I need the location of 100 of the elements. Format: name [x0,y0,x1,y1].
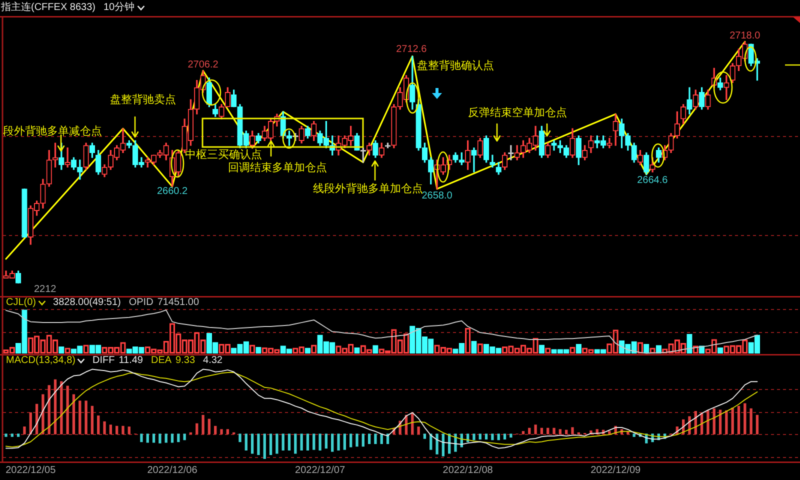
bar [78,400,82,434]
text: 11.49 [118,355,143,366]
bar [331,434,334,452]
candlestick [724,75,730,100]
bar [306,434,310,451]
annotation: 回调结束多单加仓点 [228,160,327,174]
bar [503,434,506,440]
bar [294,434,297,454]
bar [122,426,124,434]
chart-title: CJL(0) [6,297,38,309]
bar [491,434,494,440]
series-label: OPID [128,297,154,308]
bar [282,434,284,451]
bar [208,418,211,434]
bar [312,434,316,450]
bar [442,434,445,456]
text: 71451.00 [157,297,200,308]
x-tick-label: 2022/12/07 [295,464,346,476]
bar [478,434,482,440]
bar [356,434,358,447]
bar [744,403,746,434]
bar [343,434,346,450]
candlestick [471,148,477,172]
annotation: 2706.2 [188,59,219,70]
bar [471,340,477,354]
bar [202,414,204,434]
annotation: 2712.6 [396,44,428,55]
bar [712,408,716,434]
bar [576,344,582,354]
bar [706,410,710,434]
bar [66,386,69,434]
bar [250,434,254,454]
text: 2212 [34,284,57,295]
bar [164,434,168,443]
bar [263,434,266,459]
bar [349,434,352,448]
text: 9.33 [176,355,196,366]
x-tick-label: 2022/12/05 [6,464,56,476]
bar [571,427,574,434]
bar [140,434,143,442]
bar [84,400,88,434]
bar [417,426,420,434]
bar [565,430,568,434]
bar [128,426,130,434]
bar [725,410,728,434]
bar [546,428,550,434]
bar [374,434,377,444]
bar [103,421,106,434]
bar [484,434,488,440]
bar [183,434,186,440]
bar [337,434,340,451]
bar [632,434,636,437]
bar [226,429,229,434]
bar [220,429,223,434]
bar [10,434,14,437]
annotation: 反弹结束空单加仓点 [468,106,567,119]
bar [72,394,76,434]
bar [558,429,562,434]
bar [324,434,328,449]
annotation: 2718.0 [730,30,761,42]
bar [244,434,248,451]
annotation: 2660.2 [156,186,188,198]
annotation: 盘整背驰确认点 [417,58,494,72]
annotation: 2664.6 [637,175,668,186]
bar [300,434,303,451]
chart-title: 指主连(CFFEX 8633) [1,2,96,13]
bar [177,434,180,442]
bar [196,423,198,434]
bar [158,434,162,444]
bar [116,426,118,434]
bar [276,434,278,454]
bar [257,434,260,456]
bar [510,434,512,438]
bar [318,434,322,451]
bar [472,434,476,440]
bar [737,406,740,434]
bar [214,426,217,434]
bar [42,394,44,434]
bar [16,434,20,437]
bar [718,410,722,434]
annotation: 线段外背驰多单加仓点 [313,182,423,195]
bar [540,428,544,434]
bar [152,434,156,443]
bar [528,428,531,434]
bar [534,424,537,434]
bar [238,434,242,442]
bar [146,434,149,443]
bar [686,334,692,354]
x-tick-label: 2022/12/06 [147,464,198,476]
bar [423,434,426,439]
chart-subtitle: 10分钟 [103,0,136,15]
bar [90,406,94,434]
bar [97,416,100,434]
annotation: 盘整背驰卖点 [110,92,176,106]
legend-label: DIFF [92,355,115,366]
candlestick [64,148,70,168]
text: 4.32 [203,355,222,366]
bar [756,414,759,434]
bar [4,434,8,437]
bar [368,434,371,444]
